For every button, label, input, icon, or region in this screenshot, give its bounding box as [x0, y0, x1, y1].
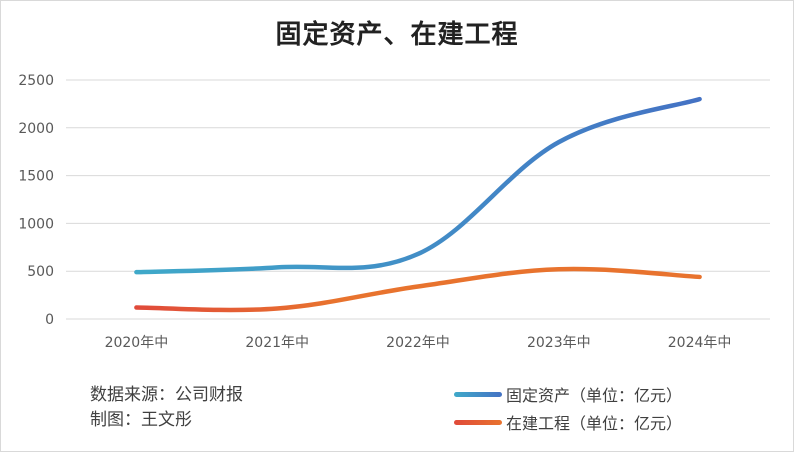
legend-label-fixed-assets: 固定资产（单位：亿元）	[506, 386, 683, 405]
y-tick-label-1500: 1500	[18, 169, 54, 185]
chart-title: 固定资产、在建工程	[275, 20, 519, 50]
y-tick-label-2500: 2500	[18, 73, 54, 89]
source-text: 数据来源：公司财报	[90, 385, 243, 405]
x-tick-label-3: 2023年中	[527, 335, 591, 351]
source-note: 数据来源：公司财报 制图：王文彤	[90, 383, 243, 433]
legend-item-construction: 在建工程（单位：亿元）	[454, 408, 682, 436]
author-text: 制图：王文彤	[90, 410, 192, 430]
x-tick-label-1: 2021年中	[245, 335, 309, 351]
y-tick-label-2000: 2000	[18, 121, 54, 137]
series-line-fixed-assets	[134, 96, 702, 275]
x-tick-label-2: 2022年中	[386, 335, 450, 351]
x-tick-label-0: 2020年中	[105, 335, 169, 351]
legend-swatch-construction	[454, 419, 502, 425]
x-tick-label-4: 2024年中	[668, 335, 732, 351]
y-tick-label-1000: 1000	[18, 216, 54, 232]
series-line-construction	[134, 266, 702, 313]
y-tick-label-0: 0	[45, 312, 54, 328]
legend-label-construction: 在建工程（单位：亿元）	[506, 414, 683, 433]
y-tick-label-500: 500	[27, 264, 54, 280]
legend: 固定资产（单位：亿元） 在建工程（单位：亿元）	[454, 380, 682, 436]
legend-swatch-fixed-assets	[454, 391, 502, 397]
legend-item-fixed-assets: 固定资产（单位：亿元）	[454, 380, 682, 408]
